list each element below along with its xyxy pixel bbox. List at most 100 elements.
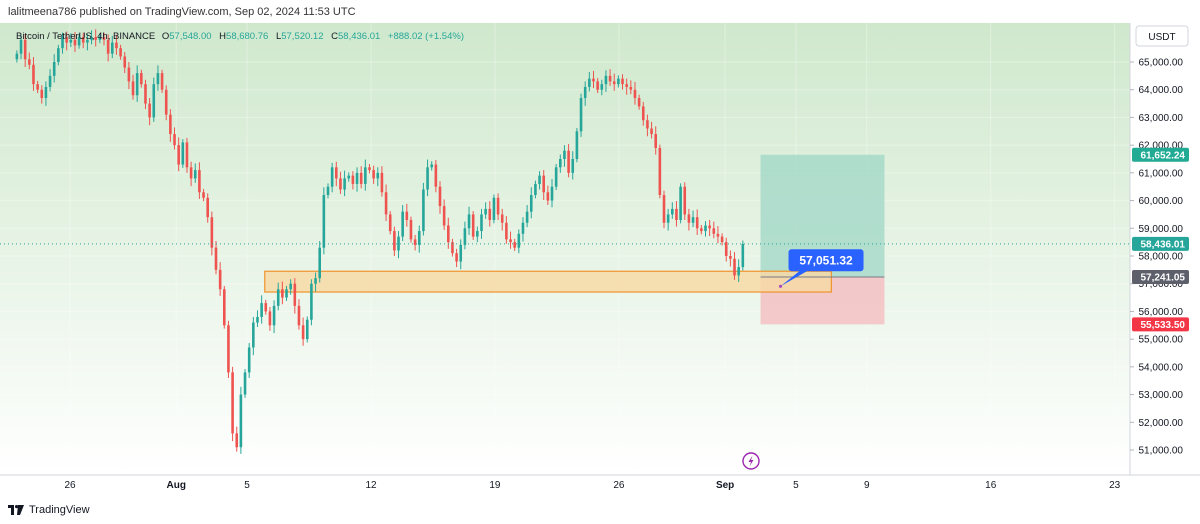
price-label-entry-bg (1132, 270, 1189, 285)
y-tick-label: 57,000.00 (1139, 279, 1184, 290)
close-value: 58,436.01 (338, 31, 380, 42)
candle-body (500, 214, 504, 223)
candle-body (521, 222, 525, 234)
last-price-label[interactable]: 58,436.01 (1132, 236, 1189, 251)
annotations[interactable]: 57,051.32 (0, 243, 1130, 470)
candle-body (73, 39, 77, 46)
candle-body (23, 39, 27, 60)
candle-body (476, 231, 479, 237)
lightning-icon[interactable] (742, 452, 760, 470)
low-label: L (276, 31, 281, 42)
lightning-icon-bolt (748, 455, 754, 467)
candle-body (260, 303, 263, 317)
candle-body (40, 89, 44, 99)
publisher-line: lalitmeena786 published on TradingView.c… (8, 6, 356, 18)
candle-body (629, 86, 633, 90)
x-tick-label: 12 (365, 480, 377, 491)
price-label-target-text: 61,652.24 (1141, 150, 1186, 161)
support-zone-rectangle[interactable] (264, 270, 832, 293)
candle-body (467, 214, 471, 229)
candle-body (637, 98, 641, 107)
candle-body (488, 208, 492, 220)
candle-body (422, 189, 425, 232)
candle-body (438, 186, 442, 207)
candle-body (588, 78, 591, 87)
price-label-entry[interactable]: 57,241.05 (1132, 270, 1189, 285)
candle-body (310, 283, 313, 320)
price-label-target[interactable]: 61,652.24 (1132, 147, 1189, 162)
candle-body (334, 167, 338, 179)
candle-body (359, 172, 363, 184)
candle-body (546, 192, 550, 201)
tradingview-brand[interactable]: TradingView (29, 504, 90, 516)
candle-body (318, 247, 322, 279)
candle-body (401, 211, 404, 237)
candle-body (596, 81, 599, 90)
candle-body (314, 278, 317, 284)
candle-body (231, 372, 234, 434)
candle-body (185, 142, 189, 168)
x-tick-label: 16 (985, 480, 997, 491)
candle-body (330, 167, 334, 187)
candle-body (305, 319, 309, 340)
candle-body (426, 167, 429, 190)
candle-body (505, 222, 508, 240)
candle-body (509, 239, 512, 243)
candle-body (169, 114, 172, 135)
candle-body (513, 242, 516, 248)
candle-body (164, 89, 168, 115)
candle-body (384, 192, 388, 215)
footer: TradingView (8, 502, 90, 518)
time-axis[interactable]: 26 Aug 5 12 19 26 Sep 5 9 16 23 (0, 474, 1200, 496)
candle-body (372, 170, 375, 179)
candle-body (160, 73, 164, 90)
price-axis[interactable]: 51,000.00 52,000.00 53,000.00 54,000.00 55,0… (1129, 23, 1200, 475)
candle-body (189, 167, 193, 179)
y-tick-label: 58,000.00 (1139, 252, 1184, 263)
candle-body (289, 283, 292, 290)
price-callout[interactable]: 57,051.32 (778, 249, 864, 288)
candle-body (654, 134, 658, 148)
candle-body (376, 172, 380, 179)
currency-button[interactable]: USDT (1135, 25, 1189, 47)
candle-body (480, 214, 483, 232)
candle-body (695, 217, 699, 229)
candle-body (397, 236, 400, 251)
candle-body (675, 208, 678, 220)
candle-body (218, 269, 222, 290)
candle-body (608, 75, 612, 82)
candle-body (90, 37, 93, 40)
tradingview-logo-icon[interactable] (8, 505, 24, 515)
candle-body (61, 37, 64, 49)
candle-body (119, 48, 122, 57)
candle-body (455, 253, 458, 262)
x-tick-label: 9 (864, 480, 870, 491)
candle-body (691, 217, 695, 223)
x-tick-label: 26 (613, 480, 625, 491)
candle-body (140, 73, 143, 85)
candle-body (583, 86, 587, 99)
candle-body (708, 225, 711, 229)
candle-body (579, 98, 583, 132)
candle-body (272, 305, 276, 326)
candle-body (222, 289, 226, 326)
price-label-stop[interactable]: 55,533.50 (1132, 317, 1189, 332)
candle-body (44, 86, 48, 99)
candle-body (355, 172, 359, 184)
y-tick-label: 52,000.00 (1139, 418, 1184, 429)
y-tick-label: 60,000.00 (1139, 196, 1184, 207)
callout-anchor-dot (778, 284, 783, 288)
candle-body (322, 195, 326, 248)
candle-body (106, 39, 110, 54)
candle-body (276, 289, 280, 306)
last-price-label-bg (1132, 236, 1189, 251)
candle-body (716, 233, 720, 237)
candle-body (563, 150, 566, 159)
drawings[interactable] (264, 154, 885, 325)
open-value: 57,548.00 (169, 31, 211, 42)
low-value: 57,520.12 (281, 31, 323, 42)
ohlc-legend[interactable]: Bitcoin / TetherUS, 4h, BINANCE O57,548.… (16, 31, 464, 42)
candle-body (293, 283, 297, 306)
candle-body (81, 37, 85, 43)
